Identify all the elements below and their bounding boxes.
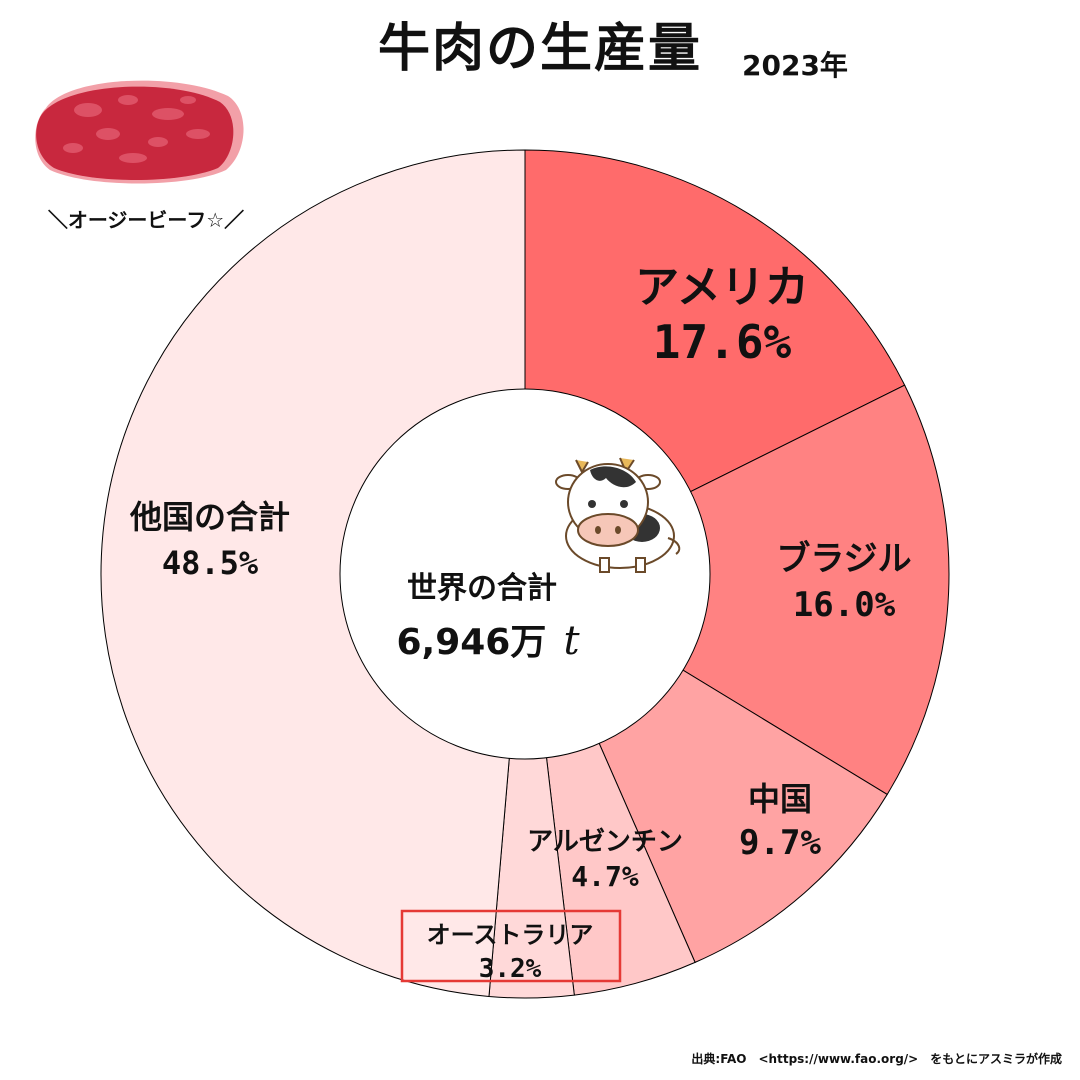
slice-1 [523, 384, 950, 796]
slice-5 [100, 149, 526, 998]
highlight-box [400, 909, 622, 983]
slice-label-5: 他国の合計 [129, 498, 290, 536]
slice-label-0: アメリカ [635, 262, 809, 313]
steak-icon [28, 70, 248, 190]
slice-value-3: 4.7% [571, 860, 639, 893]
slice-value-0: 17.6% [653, 315, 792, 369]
slice-label-2: 中国 [748, 780, 812, 818]
center-value: 6,946万 [396, 622, 546, 663]
center-label: 世界の合計 [407, 571, 557, 606]
year-label: 2023年 [742, 49, 848, 82]
slice-value-2: 9.7% [739, 823, 821, 863]
chart-title: 牛肉の生産量 [377, 19, 702, 79]
source-note: 出典:FAO <https://www.fao.org/> をもとにアスミラが作… [691, 1052, 1062, 1066]
slice-label-3: アルゼンチン [527, 827, 683, 857]
svg-text:6,946万 t: 6,946万 t [396, 618, 580, 664]
center-unit: t [563, 618, 580, 664]
cow-icon [555, 457, 681, 573]
slice-value-4: 3.2% [479, 954, 542, 984]
steak-caption: ＼オージービーフ☆／ [47, 208, 245, 232]
slice-label-4: オーストラリア [427, 921, 594, 949]
slice-value-1: 16.0% [793, 585, 896, 625]
slice-label-1: ブラジル [776, 539, 911, 579]
slice-value-5: 48.5% [162, 544, 259, 582]
